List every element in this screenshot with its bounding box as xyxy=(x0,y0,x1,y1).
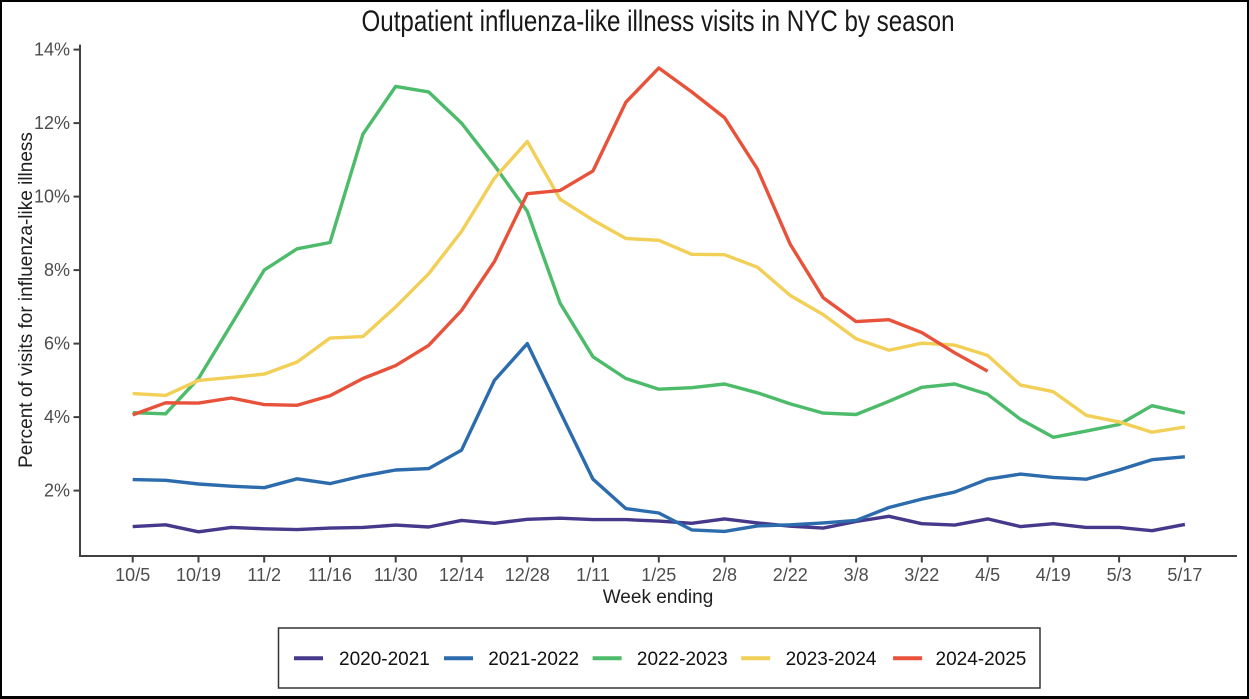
svg-text:10/19: 10/19 xyxy=(176,565,221,585)
svg-text:1/11: 1/11 xyxy=(576,565,610,585)
svg-text:4/5: 4/5 xyxy=(975,565,1000,585)
svg-text:12/14: 12/14 xyxy=(439,565,484,585)
svg-text:11/16: 11/16 xyxy=(308,565,352,585)
svg-text:Week ending: Week ending xyxy=(603,587,714,608)
svg-text:4%: 4% xyxy=(44,407,70,427)
svg-text:12/28: 12/28 xyxy=(505,565,550,585)
svg-text:2/8: 2/8 xyxy=(712,565,737,585)
svg-text:11/30: 11/30 xyxy=(374,565,418,585)
svg-text:3/22: 3/22 xyxy=(904,565,939,585)
svg-text:2022-2023: 2022-2023 xyxy=(637,649,728,670)
svg-text:2%: 2% xyxy=(44,481,70,501)
svg-text:2/22: 2/22 xyxy=(773,565,808,585)
svg-text:2023-2024: 2023-2024 xyxy=(786,649,877,670)
svg-text:2020-2021: 2020-2021 xyxy=(339,649,430,670)
svg-text:Outpatient influenza-like illn: Outpatient influenza-like illness visits… xyxy=(362,5,955,38)
svg-text:11/2: 11/2 xyxy=(247,565,281,585)
svg-text:1/25: 1/25 xyxy=(641,565,676,585)
svg-text:5/17: 5/17 xyxy=(1167,565,1202,585)
svg-text:5/3: 5/3 xyxy=(1107,565,1132,585)
svg-text:2024-2025: 2024-2025 xyxy=(936,649,1027,670)
svg-text:10/5: 10/5 xyxy=(115,565,150,585)
svg-text:8%: 8% xyxy=(44,260,70,280)
svg-text:14%: 14% xyxy=(34,40,70,60)
svg-text:12%: 12% xyxy=(34,113,70,133)
svg-text:2021-2022: 2021-2022 xyxy=(488,649,579,670)
svg-text:3/8: 3/8 xyxy=(844,565,869,585)
svg-text:4/19: 4/19 xyxy=(1036,565,1071,585)
svg-text:6%: 6% xyxy=(44,334,70,354)
svg-text:10%: 10% xyxy=(34,187,70,207)
svg-text:Percent of visits for influenz: Percent of visits for influenza-like ill… xyxy=(16,132,37,468)
